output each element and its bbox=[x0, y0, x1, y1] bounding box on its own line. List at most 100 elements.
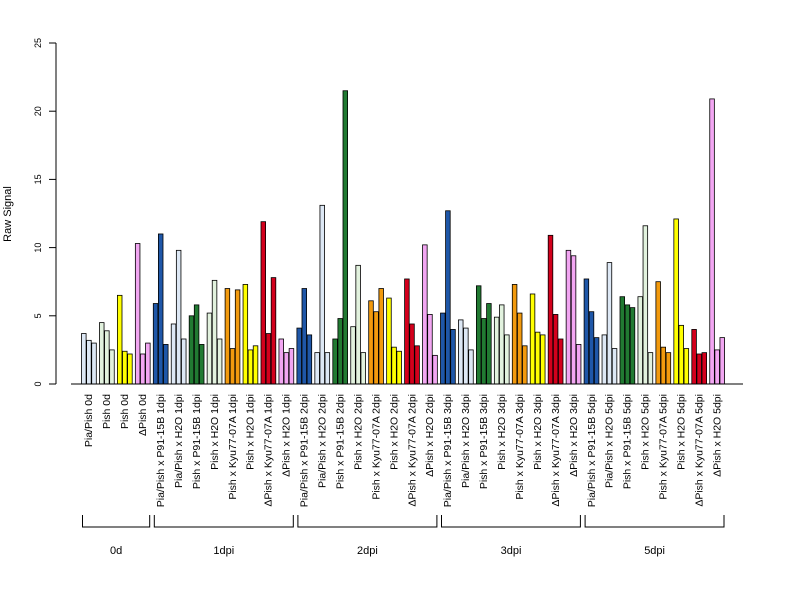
bar bbox=[445, 210, 451, 385]
x-tick-label: Pia/Pish x H2O 1dpi bbox=[173, 394, 185, 488]
y-tick-label: 25 bbox=[33, 38, 43, 48]
x-tick-label: Pia/Pish x H2O 5dpi bbox=[604, 394, 616, 488]
bar bbox=[458, 319, 464, 385]
bar bbox=[432, 354, 438, 385]
x-tick-label: Pish x P91-15B 3dpi bbox=[478, 394, 490, 489]
bar bbox=[378, 288, 384, 385]
x-tick-label: Pia/Pish x P91-15B 2dpi bbox=[299, 394, 311, 507]
x-tick-label: Pish x Kyu77-07A 5dpi bbox=[658, 394, 670, 500]
bar bbox=[332, 338, 338, 385]
bar bbox=[540, 334, 546, 385]
bar bbox=[683, 348, 690, 385]
bars bbox=[81, 90, 725, 385]
timepoint-bracket bbox=[153, 515, 294, 528]
x-tick-label: ΔPish x H2O 5dpi bbox=[711, 394, 723, 477]
x-tick-label: Pish x H2O 2dpi bbox=[388, 394, 400, 470]
x-tick-label: Pish x P91-15B 2dpi bbox=[334, 394, 346, 489]
bar bbox=[306, 334, 313, 385]
bar bbox=[396, 350, 402, 385]
bar bbox=[198, 344, 205, 385]
bar bbox=[368, 300, 374, 385]
bar bbox=[247, 349, 254, 385]
bar bbox=[181, 338, 187, 385]
bar bbox=[647, 352, 654, 385]
bar bbox=[575, 344, 582, 385]
bar bbox=[588, 311, 595, 385]
y-tick-label: 15 bbox=[33, 174, 43, 184]
x-tick-label: Pish x H2O 1dpi bbox=[245, 394, 257, 470]
bar bbox=[342, 90, 348, 385]
bar bbox=[206, 312, 213, 385]
bar bbox=[511, 284, 518, 385]
bar bbox=[601, 334, 608, 385]
bar bbox=[719, 337, 725, 385]
x-tick-label: Pia/Pish x P91-15B 1dpi bbox=[155, 394, 167, 507]
bar bbox=[427, 314, 433, 385]
bar bbox=[242, 284, 249, 385]
bar bbox=[611, 348, 618, 385]
bar bbox=[642, 225, 649, 385]
x-tick-label: ΔPish x H2O 2dpi bbox=[424, 394, 436, 477]
x-tick-label: Pish x H2O 2dpi bbox=[352, 394, 364, 470]
bar bbox=[81, 333, 87, 385]
bar bbox=[224, 288, 231, 385]
x-tick-label: ΔPish x Kyu77-07A 2dpi bbox=[406, 394, 418, 507]
bar bbox=[373, 311, 379, 385]
bar bbox=[175, 249, 182, 385]
bar bbox=[534, 331, 541, 385]
bar bbox=[283, 352, 290, 385]
bar bbox=[404, 278, 410, 385]
x-tick-labels: Pia/Pish 0d Pish 0d Pish 0d ΔPish 0d Pia/Pis… bbox=[83, 394, 723, 507]
bar bbox=[216, 338, 223, 385]
y-tick-label: 20 bbox=[33, 106, 43, 116]
x-tick-label: Pish x H2O 5dpi bbox=[640, 394, 652, 470]
bar bbox=[157, 233, 164, 385]
x-tick-label: Pish x P91-15B 5dpi bbox=[622, 394, 634, 489]
bar bbox=[296, 327, 302, 385]
timepoint-label: 5dpi bbox=[644, 545, 665, 557]
x-tick-label: ΔPish x Kyu77-07A 3dpi bbox=[550, 394, 562, 507]
x-tick-label: Pia/Pish x P91-15B 5dpi bbox=[586, 394, 598, 507]
x-tick-label: Pish x H2O 5dpi bbox=[676, 394, 688, 470]
x-tick-label: ΔPish x H2O 1dpi bbox=[281, 394, 293, 477]
bar bbox=[660, 346, 666, 385]
timepoint-bracket bbox=[297, 515, 438, 528]
x-tick-label: Pish 0d bbox=[101, 394, 113, 429]
x-tick-label: ΔPish x Kyu77-07A 1dpi bbox=[263, 394, 275, 507]
bar bbox=[409, 323, 415, 385]
x-tick-label: ΔPish x H2O 3dpi bbox=[568, 394, 580, 477]
bar bbox=[270, 277, 277, 385]
timepoint-bracket bbox=[584, 515, 725, 528]
bar bbox=[558, 338, 564, 385]
bar bbox=[319, 204, 325, 385]
bar bbox=[163, 344, 169, 385]
bar bbox=[152, 303, 159, 385]
bar bbox=[134, 243, 141, 385]
bar bbox=[391, 346, 397, 385]
x-tick-label: Pia/Pish x H2O 2dpi bbox=[317, 394, 329, 488]
y-tick-label: 0 bbox=[33, 381, 43, 386]
bar bbox=[117, 294, 123, 385]
bar bbox=[265, 333, 272, 385]
bar bbox=[665, 352, 672, 385]
bar bbox=[301, 288, 307, 385]
bar bbox=[481, 318, 487, 385]
bar bbox=[696, 353, 702, 385]
bar bbox=[99, 322, 105, 385]
bar bbox=[360, 352, 366, 385]
bar bbox=[229, 348, 236, 385]
bar bbox=[691, 329, 697, 385]
timepoint-label: 3dpi bbox=[501, 545, 522, 557]
bar bbox=[188, 315, 195, 385]
bar bbox=[252, 345, 259, 385]
bar bbox=[109, 349, 115, 385]
bar bbox=[565, 249, 572, 385]
bar bbox=[355, 264, 361, 385]
bar bbox=[517, 312, 523, 385]
bar bbox=[709, 98, 715, 385]
x-tick-label: Pish x Kyu77-07A 1dpi bbox=[227, 394, 239, 500]
x-tick-label: Pia/Pish x P91-15B 3dpi bbox=[442, 394, 454, 507]
bar bbox=[701, 352, 707, 385]
bar bbox=[127, 353, 133, 385]
